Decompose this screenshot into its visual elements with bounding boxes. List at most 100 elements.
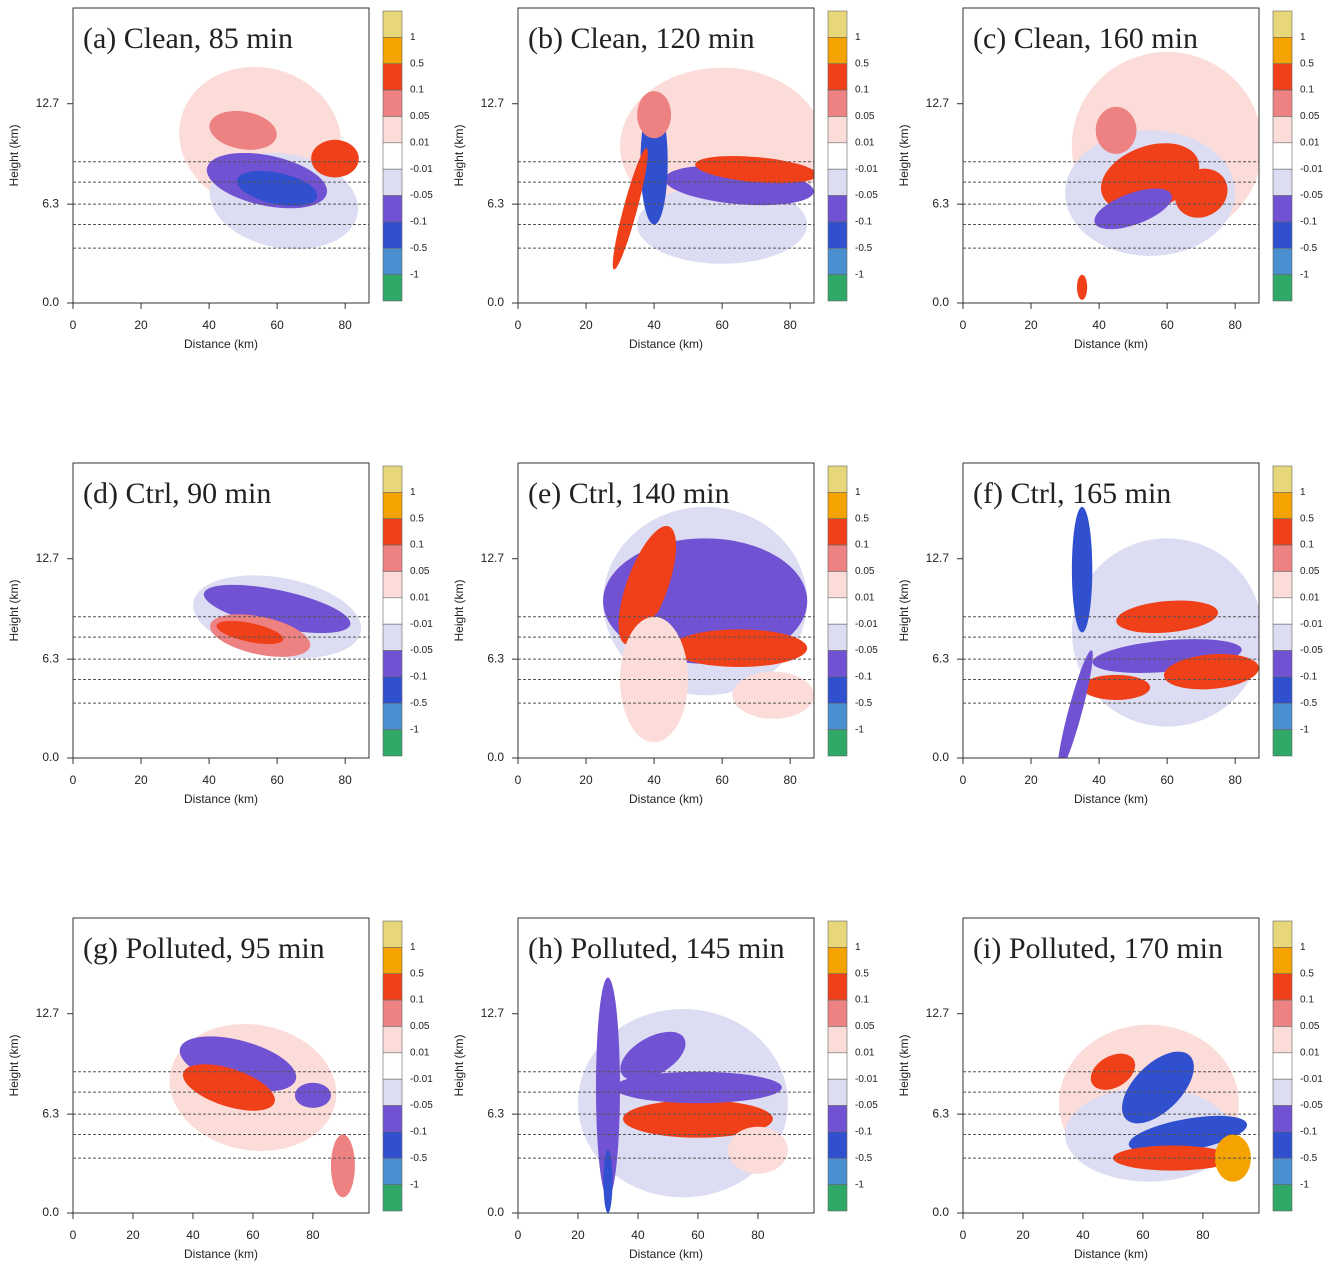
panel-title: (a) Clean, 85 min [83, 22, 293, 55]
contour-region [311, 139, 359, 178]
x-tick-label: 80 [784, 773, 798, 787]
contour-field [963, 51, 1259, 300]
contour-region [620, 1031, 686, 1081]
x-tick-label: 60 [691, 1228, 705, 1242]
x-tick-label: 80 [1196, 1228, 1210, 1242]
x-tick-label: 80 [306, 1228, 320, 1242]
colorbar-label: 0.01 [1300, 592, 1320, 603]
colorbar-label: 1 [855, 487, 861, 498]
x-tick-label: 60 [270, 773, 284, 787]
y-tick-label: 12.7 [36, 96, 60, 110]
y-tick-label: 12.7 [926, 96, 950, 110]
colorbar-label: 0.5 [1300, 58, 1314, 69]
colorbar-label: -1 [1300, 1179, 1309, 1190]
colorbar-box [382, 63, 403, 91]
x-tick-label: 40 [202, 773, 216, 787]
contour-region [637, 91, 672, 139]
colorbar-box [382, 274, 403, 302]
colorbar-box [827, 623, 848, 651]
colorbar-label: 0.05 [1300, 111, 1320, 122]
plot-frame [72, 7, 370, 304]
colorbar-box [1272, 920, 1293, 948]
colorbar-box [1272, 168, 1293, 196]
contour-region [654, 604, 791, 630]
colorbar-label: -1 [410, 724, 419, 735]
colorbar-box [382, 492, 403, 520]
colorbar-box [827, 920, 848, 948]
contour-region [671, 629, 808, 667]
plot-frame [72, 462, 370, 759]
x-tick-label: 60 [1136, 1228, 1150, 1242]
x-tick-label: 20 [134, 773, 148, 787]
colorbar-label: 0.1 [1300, 540, 1314, 551]
x-tick-label: 40 [631, 1228, 645, 1242]
y-tick-label: 12.7 [36, 551, 60, 565]
colorbar-box [827, 89, 848, 117]
colorbar-label: 0.1 [855, 540, 869, 551]
x-tick-label: 0 [960, 1228, 967, 1242]
colorbar-label: 0.1 [1300, 995, 1314, 1006]
colorbar-box [1272, 10, 1293, 38]
y-tick-label: 12.7 [481, 1006, 505, 1020]
panel: 0 20 40 60 80 0.0 6.3 12.7 Distance (km) Height (… [897, 462, 1323, 806]
colorbar-label: -0.1 [1300, 1127, 1318, 1138]
x-axis-label: Distance (km) [629, 792, 703, 806]
y-tick-label: 0.0 [932, 295, 949, 309]
x-tick-label: 80 [1229, 318, 1243, 332]
x-tick-label: 60 [246, 1228, 260, 1242]
panel: 0 20 40 60 80 0.0 6.3 12.7 Distance (km) Height (… [7, 7, 433, 351]
colorbar-label: -0.05 [855, 190, 878, 201]
colorbar-box [382, 571, 403, 599]
colorbar-label: -0.01 [855, 1074, 878, 1085]
colorbar-box [827, 247, 848, 275]
y-axis-label: Height (km) [897, 124, 911, 186]
colorbar-label: 0.5 [1300, 513, 1314, 524]
y-tick-label: 12.7 [481, 96, 505, 110]
y-tick-label: 12.7 [36, 1006, 60, 1020]
contour-region [237, 170, 318, 206]
x-tick-label: 60 [1160, 773, 1174, 787]
colorbar-box [382, 676, 403, 704]
colorbar-label: 1 [1300, 32, 1306, 43]
contour-region [622, 1100, 773, 1138]
colorbar-box [1272, 973, 1293, 1001]
panel-title: (i) Polluted, 170 min [973, 932, 1223, 965]
colorbar-label: -0.05 [855, 645, 878, 656]
y-tick-label: 12.7 [926, 1006, 950, 1020]
colorbar-label: 0.05 [855, 1021, 875, 1032]
colorbar-box [382, 947, 403, 975]
colorbar-label: 0.01 [410, 592, 430, 603]
plot-frame [517, 7, 815, 304]
colorbar-label: -0.01 [855, 619, 878, 630]
x-tick-label: 0 [960, 773, 967, 787]
colorbar-box [827, 10, 848, 38]
colorbar-box [827, 116, 848, 144]
panel: 0 20 40 60 80 0.0 6.3 12.7 Distance (km) Height (… [7, 462, 433, 806]
colorbar-box [827, 142, 848, 170]
colorbar-label: -1 [855, 269, 864, 280]
x-axis-label: Distance (km) [629, 337, 703, 351]
colorbar-label: -0.01 [410, 164, 433, 175]
x-axis-label: Distance (km) [629, 1247, 703, 1261]
colorbar-box [382, 623, 403, 651]
contour-region [1094, 188, 1172, 230]
colorbar-label: -0.05 [1300, 190, 1323, 201]
colorbar-label: 0.5 [855, 58, 869, 69]
colorbar-label: -1 [855, 724, 864, 735]
colorbar-label: 0.5 [855, 513, 869, 524]
colorbar-box [827, 973, 848, 1001]
colorbar-box [1272, 247, 1293, 275]
colorbar-label: 0.5 [410, 513, 424, 524]
x-tick-label: 20 [579, 318, 593, 332]
x-tick-label: 80 [784, 318, 798, 332]
panel-title: (b) Clean, 120 min [528, 22, 755, 55]
colorbar-label: -0.5 [410, 243, 428, 254]
colorbar-box [1272, 597, 1293, 625]
contour-field [963, 1024, 1259, 1182]
x-tick-label: 20 [1024, 773, 1038, 787]
colorbar-box [827, 492, 848, 520]
colorbar-box [827, 1157, 848, 1185]
colorbar-label: 0.05 [1300, 566, 1320, 577]
x-axis-label: Distance (km) [184, 1247, 258, 1261]
colorbar-box [827, 518, 848, 546]
